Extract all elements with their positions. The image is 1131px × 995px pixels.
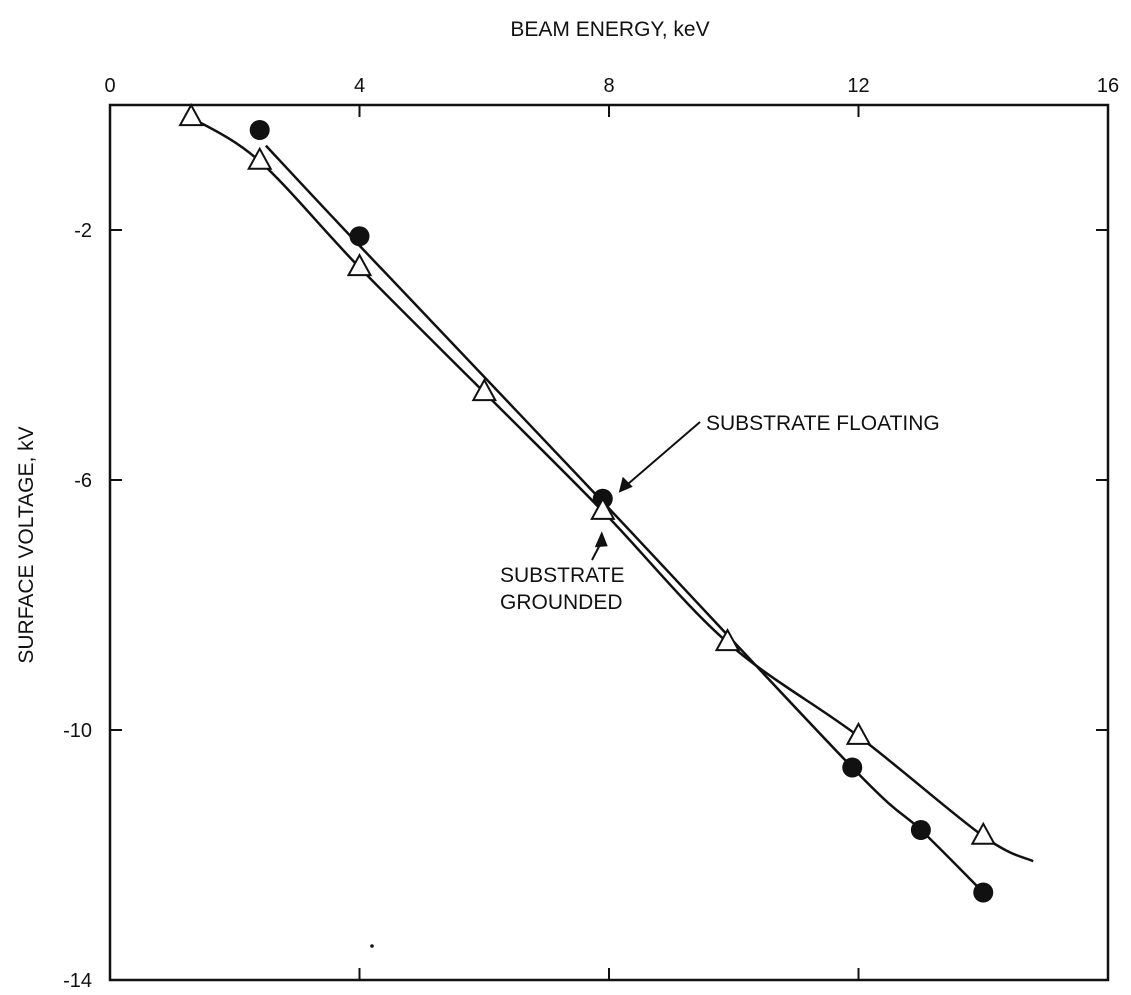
axis-ticks xyxy=(109,105,1109,981)
substrate-grounded-point xyxy=(471,378,497,402)
substrate-floating-point xyxy=(973,882,994,903)
substrate-grounded-point xyxy=(590,496,616,520)
x-tick-label: 0 xyxy=(104,75,115,97)
tick-labels: 0 4 8 12 16 -2 -6 -10 -14 xyxy=(63,75,1119,992)
x-tick-label: 16 xyxy=(1097,75,1119,97)
annotation-substrate-floating: SUBSTRATE FLOATING xyxy=(706,412,940,435)
substrate-floating-point xyxy=(249,120,270,140)
substrate-grounded-line xyxy=(190,116,1034,863)
x-tick-label: 8 xyxy=(603,75,614,97)
stray-dot xyxy=(370,944,374,948)
x-tick-label: 12 xyxy=(847,75,869,97)
annotation-floating-arrow-line xyxy=(624,421,701,488)
series-markers xyxy=(178,103,996,903)
substrate-floating-point xyxy=(910,820,931,840)
plot-border xyxy=(108,103,1110,982)
substrate-floating-point xyxy=(349,226,370,247)
substrate-grounded-point xyxy=(247,146,273,170)
series-curves xyxy=(190,116,1034,894)
substrate-floating-point xyxy=(842,757,863,778)
y-axis-label: SURFACE VOLTAGE, kV xyxy=(15,426,38,663)
x-axis-label: BEAM ENERGY, keV xyxy=(510,18,709,41)
annotation-floating-arrowhead xyxy=(618,476,633,493)
annotation-substrate-grounded-line2: GROUNDED xyxy=(500,591,623,614)
substrate-grounded-point xyxy=(970,821,996,845)
substrate-grounded-point xyxy=(178,103,204,127)
y-tick-label: -10 xyxy=(63,720,92,742)
substrate-grounded-point xyxy=(714,628,741,652)
x-tick-label: 4 xyxy=(354,75,365,97)
y-tick-label: -2 xyxy=(74,220,92,242)
y-tick-label: -6 xyxy=(74,470,92,492)
annotation-grounded-arrowhead xyxy=(594,531,608,548)
annotation-substrate-grounded-line1: SUBSTRATE xyxy=(500,564,624,587)
substrate-grounded-point xyxy=(346,253,373,277)
annotations: SUBSTRATE FLOATING SUBSTRATE GROUNDED xyxy=(370,412,940,948)
substrate-floating-line xyxy=(264,144,985,894)
plot-frame xyxy=(108,103,1110,982)
substrate-grounded-point xyxy=(845,721,872,745)
y-tick-label: -14 xyxy=(63,970,92,992)
